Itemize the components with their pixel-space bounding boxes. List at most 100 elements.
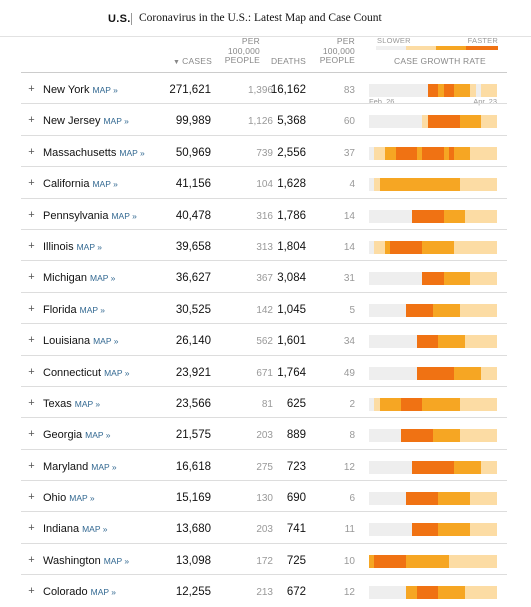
map-link[interactable]: MAP » (92, 179, 118, 190)
expand-plus-icon[interactable]: + (28, 208, 35, 221)
growth-segment (470, 115, 477, 129)
growth-segment (411, 586, 418, 600)
growth-sparkline (369, 146, 498, 160)
growth-segment (390, 523, 397, 537)
growth-segment (459, 209, 466, 223)
growth-segment (411, 335, 418, 349)
map-link[interactable]: MAP » (69, 493, 95, 504)
expand-plus-icon[interactable]: + (28, 334, 35, 347)
growth-segment (449, 209, 455, 223)
growth-segment (395, 146, 402, 160)
growth-segment (417, 335, 423, 349)
expand-plus-icon[interactable]: + (28, 302, 35, 315)
growth-segment (411, 554, 418, 568)
growth-segment (422, 303, 429, 317)
expand-plus-icon[interactable]: + (28, 491, 35, 504)
cases-header[interactable]: ▼ Cases (173, 56, 212, 66)
growth-segment (438, 429, 445, 443)
state-name[interactable]: Georgia MAP » (43, 429, 111, 442)
expand-plus-icon[interactable]: + (28, 428, 35, 441)
state-name[interactable]: California MAP » (43, 178, 118, 191)
expand-plus-icon[interactable]: + (28, 396, 35, 409)
state-name[interactable]: Florida MAP » (43, 303, 105, 316)
cases-per-100k: 671 (256, 367, 273, 379)
growth-segment (374, 523, 381, 537)
growth-segment (449, 178, 455, 192)
growth-segment (422, 397, 429, 411)
map-link[interactable]: MAP » (90, 273, 116, 284)
map-link[interactable]: MAP » (85, 430, 111, 441)
state-name[interactable]: Michigan MAP » (43, 272, 116, 285)
growth-segment (491, 335, 498, 349)
expand-plus-icon[interactable]: + (28, 271, 35, 284)
map-link[interactable]: MAP » (90, 587, 116, 598)
expand-plus-icon[interactable]: + (28, 114, 35, 127)
expand-plus-icon[interactable]: + (28, 522, 35, 535)
state-name[interactable]: Pennsylvania MAP » (43, 209, 137, 222)
growth-segment (465, 366, 471, 380)
state-name[interactable]: New Jersey MAP » (43, 115, 129, 128)
growth-segment (443, 397, 450, 411)
section-label[interactable]: U.S. (108, 13, 131, 25)
growth-segment (406, 84, 413, 97)
growth-segment (369, 492, 375, 506)
table-row: + California MAP » 41,156 104 1,628 4 (21, 166, 507, 197)
state-name[interactable]: New York MAP » (43, 84, 118, 96)
state-name[interactable]: Colorado MAP » (43, 586, 116, 599)
growth-segment (433, 84, 439, 97)
expand-plus-icon[interactable]: + (28, 459, 35, 472)
expand-plus-icon[interactable]: + (28, 177, 35, 190)
growth-segment (417, 492, 423, 506)
growth-segment (459, 523, 466, 537)
expand-plus-icon[interactable]: + (28, 239, 35, 252)
expand-plus-icon[interactable]: + (28, 553, 35, 566)
growth-segment (470, 146, 477, 160)
table-row: + Connecticut MAP » 23,921 671 1,764 49 (21, 354, 507, 386)
state-name[interactable]: Maryland MAP » (43, 460, 117, 473)
growth-segment (470, 209, 477, 223)
growth-segment (401, 209, 407, 223)
state-name[interactable]: Texas MAP » (43, 397, 101, 410)
growth-segment (454, 397, 461, 411)
deaths-header[interactable]: Deaths (270, 56, 306, 66)
map-link[interactable]: MAP » (82, 524, 108, 535)
map-link[interactable]: MAP » (76, 241, 102, 252)
state-name[interactable]: Massachusetts MAP » (43, 146, 145, 159)
growth-segment (475, 586, 482, 600)
growth-segment (401, 397, 407, 411)
map-link[interactable]: MAP » (93, 336, 119, 347)
page-title[interactable]: Coronavirus in the U.S.: Latest Map and … (139, 12, 382, 24)
map-link[interactable]: MAP » (74, 398, 101, 409)
expand-plus-icon[interactable]: + (28, 365, 35, 378)
state-name[interactable]: Louisiana MAP » (43, 335, 119, 348)
growth-segment (390, 272, 397, 286)
map-link[interactable]: MAP » (104, 367, 130, 378)
map-link[interactable]: MAP » (103, 555, 130, 566)
growth-segment (417, 115, 423, 129)
state-name[interactable]: Illinois MAP » (43, 240, 102, 253)
map-link[interactable]: MAP » (92, 85, 118, 95)
map-link[interactable]: MAP » (79, 304, 105, 315)
expand-plus-icon[interactable]: + (28, 585, 35, 598)
growth-segment (401, 84, 407, 97)
growth-segment (475, 366, 482, 380)
growth-segment (385, 240, 391, 254)
expand-plus-icon[interactable]: + (28, 83, 35, 95)
growth-segment (491, 272, 498, 286)
state-name[interactable]: Ohio MAP » (43, 492, 95, 505)
map-link[interactable]: MAP » (111, 210, 137, 221)
state-name[interactable]: Washington MAP » (43, 554, 130, 567)
deaths-per-100k: 31 (343, 273, 355, 285)
growth-segment (374, 554, 381, 568)
growth-segment (422, 554, 429, 568)
growth-segment (443, 146, 450, 160)
map-link[interactable]: MAP » (103, 116, 129, 127)
top-bar: U.S. Coronavirus in the U.S.: Latest Map… (0, 0, 531, 37)
sort-arrow-icon: ▼ (173, 59, 181, 66)
expand-plus-icon[interactable]: + (28, 145, 35, 158)
state-name[interactable]: Connecticut MAP » (43, 366, 130, 379)
map-link[interactable]: MAP » (119, 147, 145, 158)
state-name[interactable]: Indiana MAP » (43, 523, 108, 536)
growth-segment (369, 523, 375, 537)
map-link[interactable]: MAP » (91, 461, 117, 472)
